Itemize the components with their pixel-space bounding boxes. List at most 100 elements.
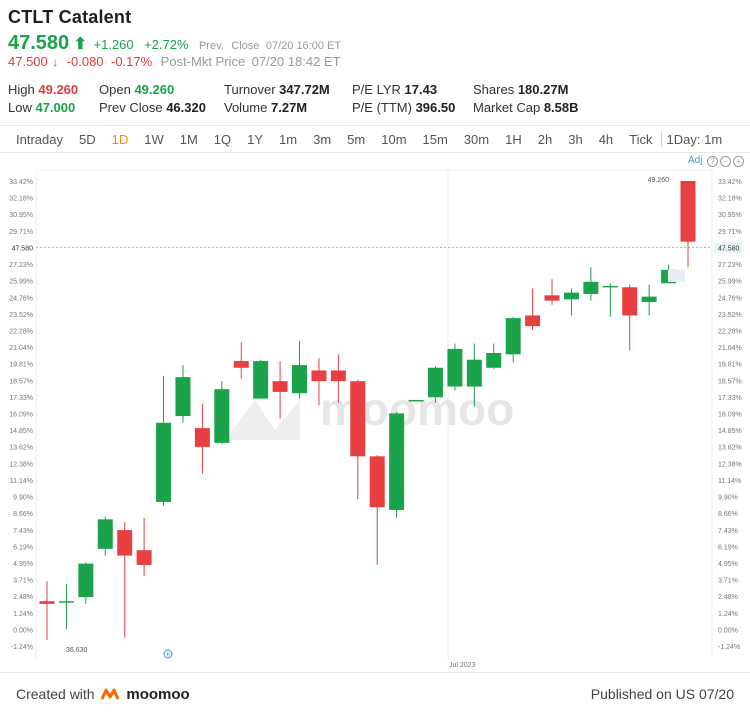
y-tick-left: 11.14% xyxy=(10,478,33,485)
y-tick-right: 30.95% xyxy=(718,212,742,219)
candle-body xyxy=(350,381,366,457)
candle-body xyxy=(117,530,133,556)
post-change: -0.080 xyxy=(66,54,104,69)
y-tick-right: 12.38% xyxy=(718,461,742,468)
stock-name: Catalent xyxy=(58,7,132,27)
y-tick-left: 21.04% xyxy=(9,345,33,352)
created-with-text: Created with xyxy=(16,686,95,702)
quote-turnover: Turnover 347.72M xyxy=(224,82,330,97)
y-tick-right: 17.33% xyxy=(718,395,742,402)
tab-intraday[interactable]: Intraday xyxy=(16,131,63,147)
tab-30m[interactable]: 30m xyxy=(463,131,490,147)
candle-body xyxy=(272,381,288,392)
tab-1m[interactable]: 1M xyxy=(179,131,198,147)
tab-3h[interactable]: 3h xyxy=(568,131,583,147)
y-tick-right: 22.28% xyxy=(718,328,742,335)
y-tick-right: 13.62% xyxy=(718,445,742,452)
quote-high: High 49.260 xyxy=(8,82,78,97)
tab-10m[interactable]: 10m xyxy=(381,131,407,147)
candle-body xyxy=(175,377,191,417)
quote-label: Low xyxy=(8,100,32,115)
y-tick-right: 19.81% xyxy=(718,362,742,369)
price-change-pct: +2.72% xyxy=(144,37,189,52)
footer-published: Published on US 07/20 xyxy=(590,686,734,702)
tab-1d[interactable]: 1D xyxy=(111,131,129,147)
tab-1y[interactable]: 1Y xyxy=(247,131,264,147)
y-tick-right: 32.18% xyxy=(718,196,742,203)
price-row: 47.580 ⬆ +1.260 +2.72% Prev. Close 07/20… xyxy=(8,32,341,54)
y-tick-left: 1.24% xyxy=(13,611,33,618)
y-tick-left: 8.66% xyxy=(13,511,33,518)
y-tick-left: 0.00% xyxy=(13,627,33,634)
y-tick-right: -1.24% xyxy=(718,644,740,651)
y-tick-right: 8.66% xyxy=(718,511,738,518)
post-change-pct: -0.17% xyxy=(111,54,153,69)
tab-5m[interactable]: 5m xyxy=(347,131,366,147)
candle-body xyxy=(214,389,230,443)
adj-toggle[interactable]: Adj xyxy=(688,155,703,166)
up-arrow-icon: ⬆ xyxy=(73,36,88,53)
tab-15m[interactable]: 15m xyxy=(422,131,448,147)
current-price-label-bg xyxy=(0,242,36,253)
help-icon[interactable]: ? xyxy=(707,156,718,167)
y-tick-right: 29.71% xyxy=(718,229,742,236)
tab-tick[interactable]: Tick xyxy=(629,131,653,147)
quote-label: Open xyxy=(99,82,131,97)
quote-value: 8.58B xyxy=(543,100,579,115)
event-marker-glyph: € xyxy=(166,653,170,659)
candle-body xyxy=(602,285,618,288)
y-tick-left: 9.90% xyxy=(13,495,33,502)
candle-body xyxy=(389,413,405,510)
y-tick-left: 16.09% xyxy=(9,412,33,419)
quote-value: 17.43 xyxy=(404,82,438,97)
candle-body xyxy=(583,281,599,294)
y-tick-right: 33.42% xyxy=(718,179,742,186)
tab-5d[interactable]: 5D xyxy=(78,131,96,147)
tab-1q[interactable]: 1Q xyxy=(213,131,232,147)
candle-body xyxy=(486,352,502,368)
min-price-label: 36.630 xyxy=(66,647,88,654)
tab-1m[interactable]: 1m xyxy=(279,131,298,147)
zoom-in-icon[interactable]: + xyxy=(733,156,744,167)
event-marker-icon[interactable] xyxy=(163,649,173,659)
quote-market-cap: Market Cap 8.58B xyxy=(473,100,579,115)
stock-symbol: CTLT xyxy=(8,7,54,27)
price-change: +1.260 xyxy=(93,37,134,52)
tab-1day-1m[interactable]: 1Day: 1m xyxy=(660,131,731,147)
post-price: 47.500 xyxy=(8,54,48,69)
quote-value: 49.260 xyxy=(38,82,79,97)
tab-3m[interactable]: 3m xyxy=(313,131,332,147)
candlestick-chart[interactable]: moomoo 33.42% 33.42% 32.18% 32.18% 30.95% 30.9… xyxy=(0,168,750,673)
post-time: 07/20 18:42 ET xyxy=(251,54,341,69)
tab-1w[interactable]: 1W xyxy=(144,131,164,147)
post-market-row: 47.500 ↓ -0.080 -0.17% Post-Mkt Price 07… xyxy=(8,53,341,71)
tab-1h[interactable]: 1H xyxy=(505,131,522,147)
y-tick-left: 23.52% xyxy=(9,312,33,319)
candle-body xyxy=(622,287,638,316)
candle-body xyxy=(447,348,463,387)
y-tick-left: 2.48% xyxy=(13,594,33,601)
tab-2h[interactable]: 2h xyxy=(537,131,553,147)
quote-volume: Volume 7.27M xyxy=(224,100,307,115)
zoom-out-icon[interactable]: − xyxy=(720,156,731,167)
y-tick-left: 3.71% xyxy=(13,578,33,585)
y-tick-right: 2.48% xyxy=(718,594,738,601)
candle-body xyxy=(369,456,385,508)
y-tick-left: 13.62% xyxy=(9,445,33,452)
quote-open: Open 49.260 xyxy=(99,82,174,97)
y-tick-left: 6.19% xyxy=(13,544,33,551)
quote-value: 347.72M xyxy=(279,82,330,97)
footer-created: Created with moomoo xyxy=(16,686,190,703)
y-tick-right: 24.76% xyxy=(718,295,742,302)
y-tick-right: 23.52% xyxy=(718,312,742,319)
candle-body xyxy=(505,318,521,355)
tab-4h[interactable]: 4h xyxy=(598,131,614,147)
brand-name: moomoo xyxy=(126,686,190,703)
watermark-logo-icon xyxy=(225,400,300,440)
y-tick-left: 30.95% xyxy=(9,212,33,219)
candle-body xyxy=(78,563,94,598)
moomoo-logo-icon xyxy=(101,688,120,700)
quote-label: Shares xyxy=(473,82,515,97)
quote-low: Low 47.000 xyxy=(8,100,75,115)
candle-body xyxy=(311,370,327,382)
